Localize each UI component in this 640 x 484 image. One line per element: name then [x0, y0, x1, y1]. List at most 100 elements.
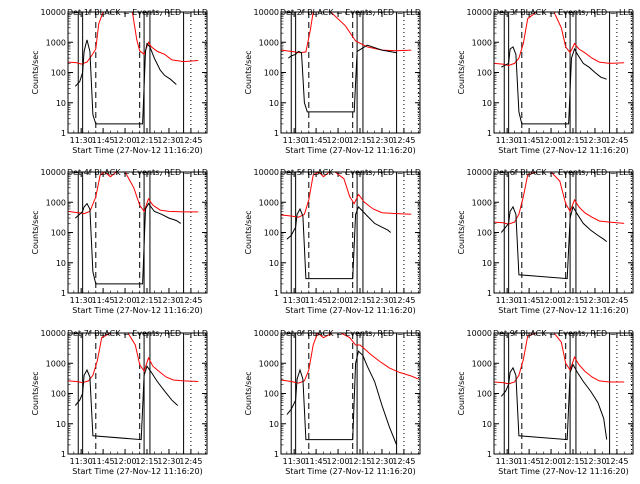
y-tick-label: 1000 — [472, 198, 492, 207]
series-line-lld — [68, 172, 199, 215]
x-tick-label: 12:00 — [114, 136, 137, 145]
series-line-events — [286, 350, 398, 446]
x-tick-label: 11:45 — [92, 136, 115, 145]
x-tick-label: 12:15 — [135, 296, 158, 305]
series-line-lld — [281, 12, 412, 54]
panel-title: Det 1f BLACK = Events, RED = LLD — [67, 8, 208, 17]
y-tick-label: 1 — [487, 289, 492, 298]
x-tick-label: 12:45 — [179, 136, 202, 145]
y-tick-label: 10 — [269, 420, 279, 429]
y-tick-label: 10000 — [254, 329, 279, 338]
plot-area — [281, 12, 420, 133]
x-tick-label: 11:30 — [283, 136, 306, 145]
x-tick-label: 12:30 — [370, 457, 393, 466]
x-tick-label: 12:30 — [583, 457, 606, 466]
plot-frame — [280, 171, 421, 294]
x-tick-label: 12:15 — [135, 136, 158, 145]
plot-frame — [67, 171, 208, 294]
y-axis-label: Counts/sec — [244, 210, 253, 254]
series-line-events — [74, 202, 181, 285]
x-tick-label: 12:00 — [327, 136, 350, 145]
x-tick-label: 12:15 — [135, 457, 158, 466]
y-tick-label: 100 — [477, 390, 492, 399]
plot-frame — [67, 11, 208, 134]
y-tick-label: 10000 — [467, 8, 492, 17]
y-axis-label: Counts/sec — [244, 371, 253, 415]
x-tick-label: 12:00 — [540, 457, 563, 466]
y-tick-label: 10 — [269, 259, 279, 268]
y-tick-label: 10 — [482, 420, 492, 429]
plot-area — [494, 12, 633, 133]
x-tick-label: 11:30 — [283, 296, 306, 305]
series-line-events — [500, 363, 608, 441]
x-tick-label: 11:45 — [518, 296, 541, 305]
x-tick-label: 12:30 — [370, 136, 393, 145]
x-tick-label: 12:30 — [157, 296, 180, 305]
y-tick-label: 10000 — [41, 8, 66, 17]
x-tick-label: 12:00 — [114, 457, 137, 466]
x-axis-label: Start Time (27-Nov-12 11:16:20) — [285, 306, 415, 315]
panel-det-2: 1 10 100 1000 10000 11:3011:4512:0012:1512:30… — [244, 8, 421, 155]
x-tick-label: 11:45 — [305, 457, 328, 466]
x-axis-label: Start Time (27-Nov-12 11:16:20) — [285, 467, 415, 476]
y-tick-label: 100 — [264, 390, 279, 399]
y-tick-label: 1000 — [472, 359, 492, 368]
y-axis-label: Counts/sec — [244, 50, 253, 94]
plot-frame — [493, 11, 634, 134]
x-tick-label: 11:45 — [518, 136, 541, 145]
panel-title: Det 3f BLACK = Events, RED = LLD — [493, 8, 634, 17]
x-tick-label: 12:00 — [114, 296, 137, 305]
y-axis-label: Counts/sec — [457, 50, 466, 94]
y-axis-label: Counts/sec — [31, 50, 40, 94]
series-line-lld — [281, 333, 419, 384]
plot-frame — [493, 171, 634, 294]
x-tick-label: 12:00 — [327, 296, 350, 305]
x-tick-label: 11:45 — [92, 296, 115, 305]
y-tick-label: 10000 — [467, 168, 492, 177]
plot-frame — [493, 332, 634, 455]
x-tick-label: 12:00 — [540, 296, 563, 305]
panel-title: Det 5f BLACK = Events, RED = LLD — [280, 168, 421, 177]
panel-title: Det 9f BLACK = Events, RED = LLD — [493, 329, 634, 338]
panel-det-9: 1 10 100 1000 10000 11:3011:4512:0012:1512:30… — [457, 329, 634, 476]
panel-det-6: 1 10 100 1000 10000 11:3011:4512:0012:1512:30… — [457, 168, 634, 315]
y-tick-label: 10000 — [254, 8, 279, 17]
x-tick-label: 12:45 — [392, 296, 415, 305]
y-axis-label: Counts/sec — [457, 371, 466, 415]
series-line-lld — [281, 172, 412, 218]
x-axis-label: Start Time (27-Nov-12 11:16:20) — [498, 306, 628, 315]
panel-title: Det 2f BLACK = Events, RED = LLD — [280, 8, 421, 17]
series-line-events — [288, 44, 397, 113]
series-line-events — [286, 205, 392, 280]
x-axis-label: Start Time (27-Nov-12 11:16:20) — [498, 467, 628, 476]
y-tick-label: 100 — [51, 229, 66, 238]
x-axis-label: Start Time (27-Nov-12 11:16:20) — [72, 146, 202, 155]
x-tick-label: 12:45 — [605, 296, 628, 305]
x-tick-label: 12:15 — [348, 457, 371, 466]
plot-area — [68, 172, 207, 293]
panel-det-7: 1 10 100 1000 10000 11:3011:4512:0012:1512:30… — [31, 329, 208, 476]
y-tick-label: 1000 — [46, 38, 66, 47]
series-line-events — [74, 365, 179, 441]
x-tick-label: 12:30 — [583, 136, 606, 145]
x-tick-label: 12:30 — [370, 296, 393, 305]
y-tick-label: 10 — [269, 99, 279, 108]
plot-frame — [280, 332, 421, 455]
y-tick-label: 10000 — [467, 329, 492, 338]
plot-frame — [280, 11, 421, 134]
x-tick-label: 12:15 — [348, 296, 371, 305]
x-tick-label: 11:30 — [70, 136, 93, 145]
y-tick-label: 1000 — [46, 198, 66, 207]
x-tick-label: 11:30 — [496, 296, 519, 305]
x-tick-label: 11:30 — [496, 457, 519, 466]
x-axis-label: Start Time (27-Nov-12 11:16:20) — [285, 146, 415, 155]
y-tick-label: 10 — [56, 259, 66, 268]
panel-title: Det 8f BLACK = Events, RED = LLD — [280, 329, 421, 338]
x-tick-label: 12:45 — [392, 136, 415, 145]
x-tick-label: 12:45 — [392, 457, 415, 466]
y-tick-label: 1000 — [46, 359, 66, 368]
y-tick-label: 1 — [61, 129, 66, 138]
y-tick-label: 10000 — [254, 168, 279, 177]
x-tick-label: 12:30 — [157, 136, 180, 145]
